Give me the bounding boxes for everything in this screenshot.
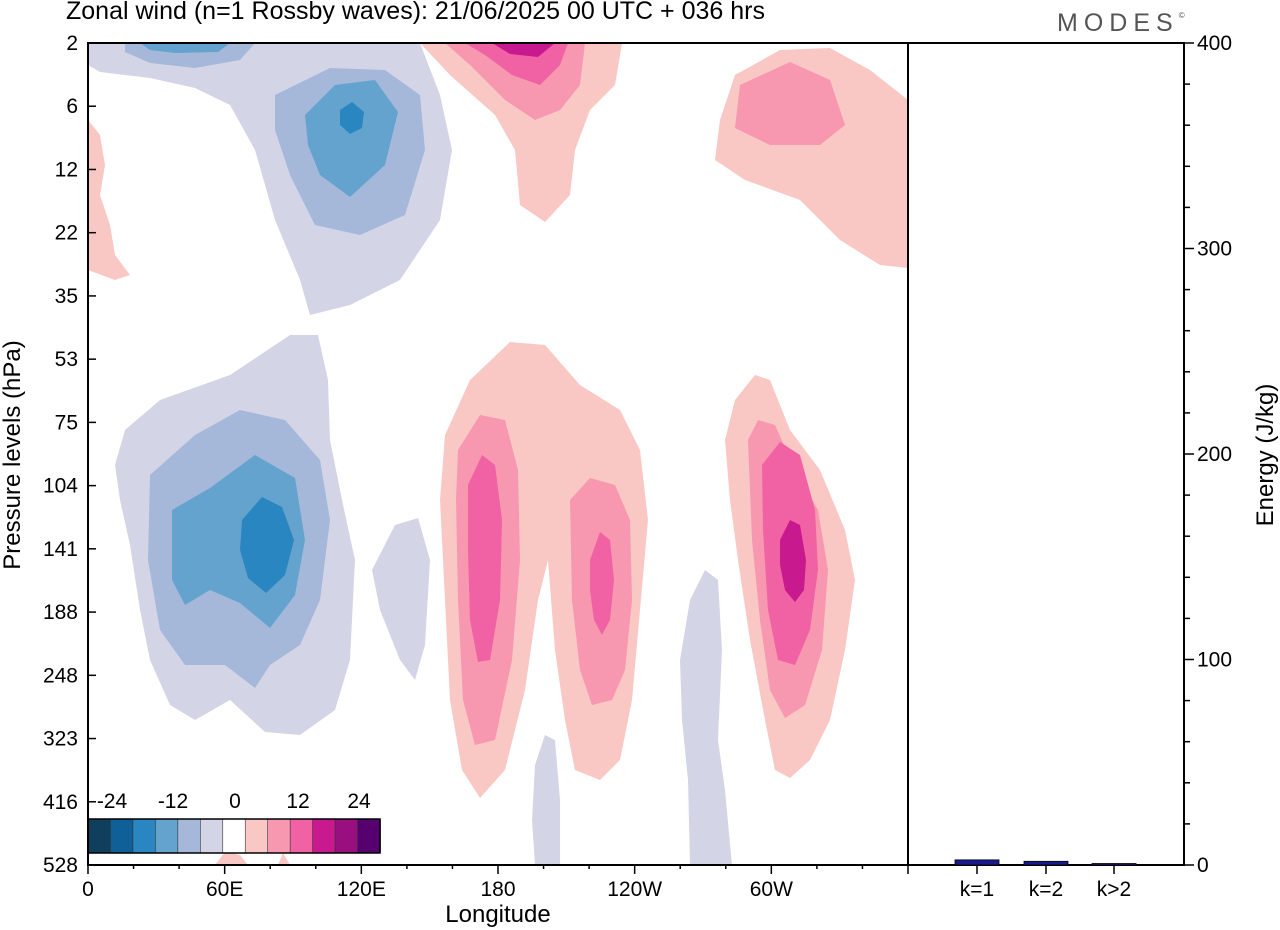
energy-axis: 0 100 200 300 400 xyxy=(1184,32,1232,877)
legend-swatch xyxy=(334,818,359,854)
contour-neg-4 xyxy=(372,518,430,680)
chart-title: Zonal wind (n=1 Rossby waves): 21/06/202… xyxy=(66,0,765,25)
energy-axis-label: Energy (J/kg) xyxy=(1252,384,1279,527)
legend-label: 12 xyxy=(286,790,309,813)
energy-tick-label: 200 xyxy=(1197,443,1232,466)
y-tick-label: 528 xyxy=(43,854,78,877)
y-tick-label: 141 xyxy=(43,538,78,561)
y-tick-label: 53 xyxy=(55,348,78,371)
contour-pos-16 xyxy=(780,520,806,602)
y-tick-label: 188 xyxy=(43,601,78,624)
energy-category-label: k=1 xyxy=(960,878,994,901)
brand-logo: MODES© xyxy=(1057,9,1185,38)
brand-mark: © xyxy=(1178,11,1185,20)
contour-neg-12 xyxy=(305,80,398,197)
y-axis: 2 6 12 22 35 53 75 104 141 188 248 323 416 528 xyxy=(43,32,96,877)
y-tick-label: 35 xyxy=(55,285,78,308)
legend-label: -24 xyxy=(97,790,128,813)
y-tick-label: 22 xyxy=(55,222,78,245)
y-tick-label: 75 xyxy=(55,411,78,434)
legend-swatch xyxy=(357,818,381,854)
x-tick-label: 0 xyxy=(82,878,94,901)
energy-bars: k=1 k=2 k>2 xyxy=(954,859,1137,901)
contour-pos-12 xyxy=(468,455,502,662)
energy-panel-frame xyxy=(907,42,1185,866)
legend-swatch xyxy=(132,818,157,854)
legend-swatch xyxy=(177,818,202,854)
brand-text: MODES xyxy=(1057,9,1179,37)
contour-neg-4 xyxy=(532,735,560,865)
y-axis-label: Pressure levels (hPa) xyxy=(0,340,26,569)
energy-tick-label: 100 xyxy=(1197,649,1232,672)
legend-label: 24 xyxy=(347,790,371,813)
energy-bar xyxy=(954,859,1000,866)
legend-swatch xyxy=(289,818,314,854)
y-tick-label: 12 xyxy=(55,158,78,181)
energy-bar xyxy=(1091,863,1137,866)
legend-swatch xyxy=(312,818,336,854)
x-tick-label: 120E xyxy=(337,878,386,901)
legend-swatch xyxy=(110,818,134,854)
y-tick-label: 248 xyxy=(43,664,78,687)
contour-neg-20 xyxy=(340,102,364,134)
x-axis-label: Longitude xyxy=(445,901,550,928)
contour-pos-4 xyxy=(88,120,130,280)
x-tick-label: 60W xyxy=(750,878,793,901)
energy-category-label: k>2 xyxy=(1097,878,1131,901)
legend-swatch xyxy=(222,818,247,854)
x-tick-label: 180 xyxy=(480,878,515,901)
y-tick-label: 104 xyxy=(43,475,78,498)
legend-swatch xyxy=(200,818,224,854)
y-tick-label: 6 xyxy=(66,95,78,118)
color-legend: -24 -12 0 12 24 xyxy=(87,790,381,854)
legend-swatch xyxy=(267,818,291,854)
legend-swatch xyxy=(155,818,179,854)
energy-tick-label: 0 xyxy=(1197,854,1209,877)
contour-pos-16 xyxy=(492,43,555,57)
x-tick-label: 60E xyxy=(206,878,243,901)
contour-field xyxy=(88,43,908,865)
energy-tick-label: 400 xyxy=(1197,32,1232,55)
energy-category-label: k=2 xyxy=(1029,878,1063,901)
contour-neg-20 xyxy=(240,497,294,593)
contour-neg-12 xyxy=(140,43,230,53)
energy-tick-label: 300 xyxy=(1197,238,1232,261)
contour-pos-12 xyxy=(590,532,614,635)
legend-label: 0 xyxy=(229,790,241,813)
contour-neg-4 xyxy=(680,570,732,865)
x-axis: 0 60E 120E 180 120W 60W xyxy=(82,865,909,901)
y-tick-label: 2 xyxy=(66,32,78,55)
contour-pos-4 xyxy=(278,853,290,865)
contour-pos-8 xyxy=(735,62,845,145)
y-tick-label: 323 xyxy=(43,728,78,751)
legend-swatch xyxy=(87,818,112,854)
legend-label: -12 xyxy=(158,790,188,813)
y-tick-label: 416 xyxy=(43,791,78,814)
legend-swatch xyxy=(244,818,269,854)
contour-pos-4 xyxy=(215,852,248,865)
energy-bar xyxy=(1023,860,1069,866)
x-tick-label: 120W xyxy=(607,878,662,901)
